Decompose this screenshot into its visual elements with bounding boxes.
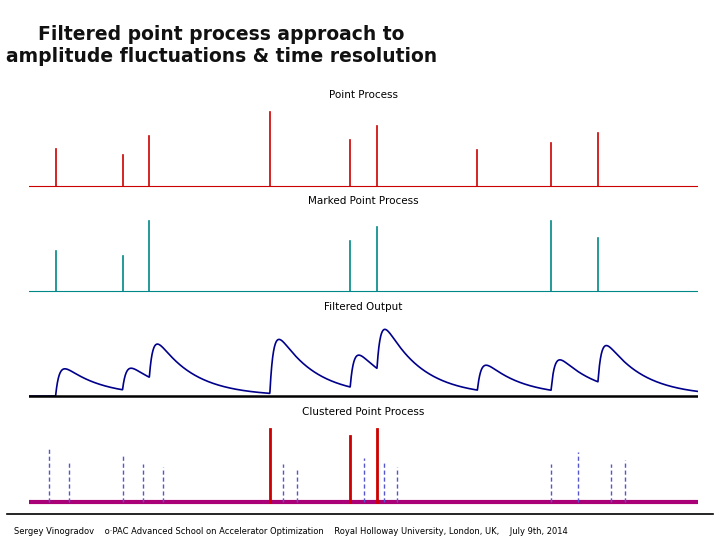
Text: Filtered Output: Filtered Output (325, 301, 402, 312)
Text: Clustered Point Process: Clustered Point Process (302, 407, 425, 417)
Text: Marked Point Process: Marked Point Process (308, 196, 419, 206)
Text: Sergey Vinogradov    o·PAC Advanced School on Accelerator Optimization    Royal : Sergey Vinogradov o·PAC Advanced School … (14, 528, 568, 537)
Text: Point Process: Point Process (329, 91, 398, 100)
Text: Filtered point process approach to
amplitude fluctuations & time resolution: Filtered point process approach to ampli… (6, 24, 437, 65)
